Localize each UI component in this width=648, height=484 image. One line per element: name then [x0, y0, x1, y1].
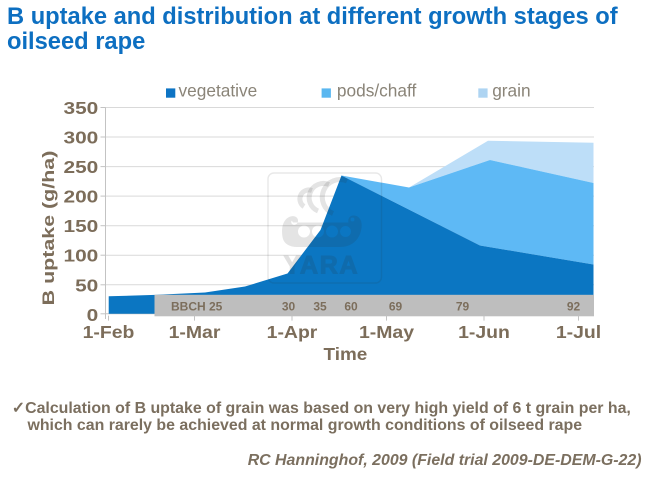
svg-text:30: 30 — [282, 300, 296, 314]
svg-text:Time: Time — [324, 343, 368, 363]
svg-text:1-Feb: 1-Feb — [83, 322, 135, 342]
svg-text:250: 250 — [63, 157, 98, 177]
svg-text:200: 200 — [63, 187, 98, 207]
svg-text:1-Apr: 1-Apr — [267, 322, 318, 342]
svg-text:350: 350 — [63, 98, 98, 118]
svg-text:0: 0 — [87, 305, 99, 325]
svg-text:1-Mar: 1-Mar — [169, 322, 221, 342]
svg-text:YARA: YARA — [284, 251, 359, 279]
svg-text:150: 150 — [63, 217, 98, 237]
svg-text:35: 35 — [313, 300, 327, 314]
svg-text:100: 100 — [63, 246, 98, 266]
svg-text:1-Jun: 1-Jun — [458, 322, 510, 342]
svg-text:vegetative: vegetative — [179, 80, 258, 100]
svg-text:79: 79 — [456, 300, 470, 314]
svg-text:50: 50 — [75, 276, 98, 296]
svg-text:1-Jul: 1-Jul — [556, 322, 601, 342]
svg-text:B uptake (g/ha): B uptake (g/ha) — [40, 151, 58, 306]
svg-text:60: 60 — [344, 300, 358, 314]
svg-text:pods/chaff: pods/chaff — [337, 80, 417, 100]
svg-text:92: 92 — [567, 300, 581, 314]
svg-text:BBCH 25: BBCH 25 — [171, 300, 223, 314]
svg-text:grain: grain — [492, 80, 530, 100]
svg-text:300: 300 — [63, 128, 98, 148]
svg-text:1-May: 1-May — [359, 322, 415, 342]
svg-text:69: 69 — [389, 300, 403, 314]
